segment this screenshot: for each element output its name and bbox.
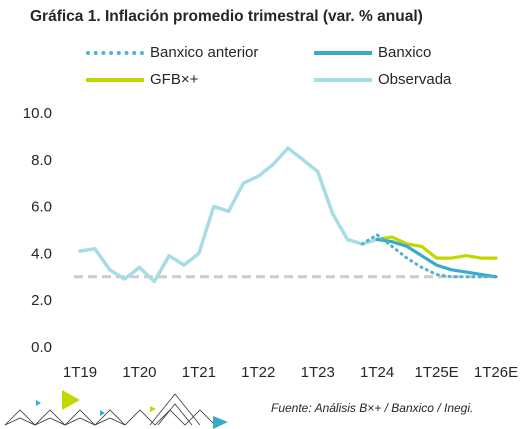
x-tick-label: 1T22 xyxy=(241,364,275,381)
chart-title: Gráfica 1. Inflación promedio trimestral… xyxy=(30,8,423,25)
legend-label: Banxico anterior xyxy=(150,44,259,61)
series-line-banxico xyxy=(375,237,498,279)
x-tick-label: 1T26E xyxy=(474,364,518,381)
series-line-gfb xyxy=(375,235,498,260)
legend-swatch-solid xyxy=(314,77,372,82)
x-tick-label: 1T23 xyxy=(301,364,335,381)
legend-item-observada: Observada xyxy=(314,71,451,88)
source-note: Fuente: Análisis B×+ / Banxico / Inegi. xyxy=(271,401,474,415)
series-line-observada xyxy=(78,146,379,284)
x-tick-label: 1T20 xyxy=(122,364,156,381)
legend-swatch-solid xyxy=(314,50,372,55)
legend-swatch-dotted xyxy=(86,50,144,55)
legend-item-banxico-anterior: Banxico anterior xyxy=(86,44,258,61)
x-tick-label: 1T19 xyxy=(63,364,97,381)
series-line-banxico-anterior xyxy=(360,233,498,279)
brand-decoration xyxy=(4,390,228,429)
y-tick-label: 6.0 xyxy=(31,199,52,216)
y-tick-label: 2.0 xyxy=(31,292,52,309)
y-tick-label: 10.0 xyxy=(23,105,52,122)
legend-swatch-solid xyxy=(86,77,144,82)
legend-item-gfb: GFB×+ xyxy=(86,71,198,88)
y-tick-label: 0.0 xyxy=(31,339,52,356)
legend-item-banxico: Banxico xyxy=(314,44,431,61)
x-tick-label: 1T24 xyxy=(360,364,394,381)
y-tick-label: 8.0 xyxy=(31,152,52,169)
legend-label: Observada xyxy=(378,71,452,88)
legend-label: GFB×+ xyxy=(150,71,199,88)
x-tick-label: 1T21 xyxy=(182,364,216,381)
y-tick-label: 4.0 xyxy=(31,245,52,262)
x-tick-label: 1T25E xyxy=(414,364,458,381)
legend-label: Banxico xyxy=(378,44,432,61)
